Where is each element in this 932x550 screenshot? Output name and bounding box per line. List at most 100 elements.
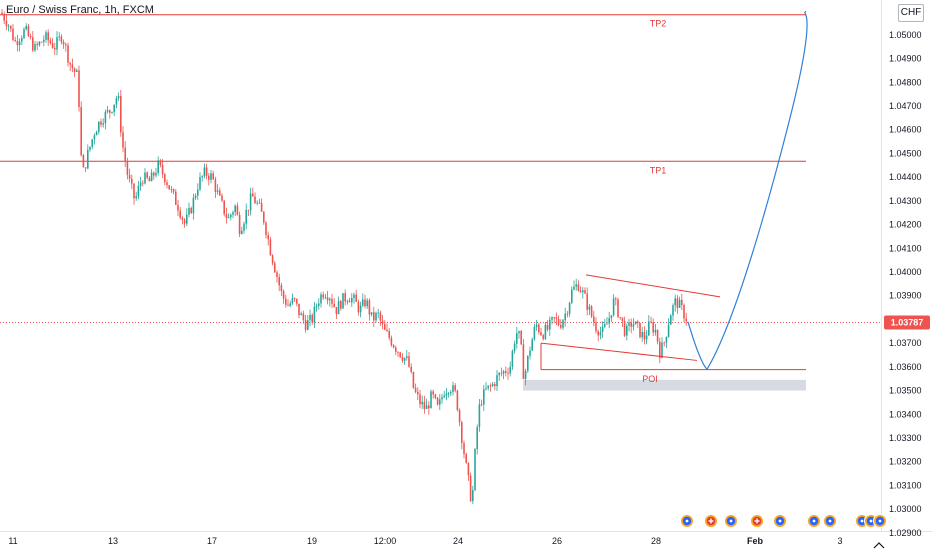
candle-body: [267, 235, 269, 240]
candle-body: [518, 330, 520, 334]
candle-body: [320, 294, 322, 304]
candle-body: [62, 42, 65, 45]
candle-body: [362, 299, 364, 306]
price-tick-label: 1.03100: [889, 480, 922, 490]
candle-body: [582, 290, 584, 293]
candle-body: [109, 110, 111, 113]
time-tick-label: 28: [651, 536, 661, 546]
candle-body: [298, 303, 300, 316]
projection-path[interactable]: [687, 10, 808, 371]
horizontal-levels[interactable]: TP2 TP1 POI: [0, 14, 881, 391]
candle-body: [676, 298, 679, 308]
candle-body: [324, 297, 327, 299]
candle-body: [230, 214, 232, 218]
candle-body: [483, 389, 485, 405]
candle-body: [197, 189, 199, 196]
candle-body: [551, 317, 553, 320]
candle-body: [89, 146, 91, 150]
candle-body: [663, 342, 665, 344]
candle-body: [685, 318, 687, 322]
scale-settings-icon[interactable]: [872, 540, 886, 550]
candle-body: [285, 298, 287, 305]
economic-event-icon[interactable]: [724, 514, 738, 528]
candle-body: [47, 32, 49, 41]
price-tick-label: 1.04000: [889, 267, 922, 277]
candle-body: [540, 332, 542, 336]
candle-body: [467, 462, 470, 476]
candle-body: [452, 385, 454, 393]
candle-body: [542, 335, 544, 339]
candle-body: [502, 371, 505, 374]
candle-body: [463, 443, 465, 455]
candle-body: [331, 298, 333, 304]
candle-body: [507, 372, 509, 374]
candle-body: [208, 175, 210, 180]
time-axis[interactable]: 11 13 17 19 12:00 24 26 28 Feb 3: [8, 536, 842, 546]
drawings[interactable]: [540, 10, 808, 371]
currency-badge[interactable]: CHF: [898, 4, 924, 22]
channel-lower-line[interactable]: [540, 342, 698, 361]
candle-body: [243, 223, 245, 231]
candle-body: [630, 322, 632, 327]
candle-body: [192, 197, 195, 214]
candle-body: [672, 305, 674, 316]
channel-upper-line[interactable]: [585, 274, 721, 298]
poi-zone[interactable]: [523, 379, 806, 391]
price-tick-label: 1.03900: [889, 291, 922, 301]
economic-event-icon[interactable]: [807, 514, 821, 528]
candle-body: [381, 320, 384, 325]
candle-body: [335, 307, 338, 315]
price-tick-label: 1.03500: [889, 386, 922, 396]
price-tick-label: 1.02900: [889, 528, 922, 538]
candle-body: [181, 217, 184, 220]
candle-body: [498, 372, 500, 376]
candle-body: [115, 98, 118, 105]
candle-body: [287, 304, 289, 306]
candle-body: [241, 230, 243, 234]
poi-label: POI: [642, 374, 658, 384]
candle-body: [258, 202, 261, 204]
economic-event-icon[interactable]: [823, 514, 837, 528]
candle-body: [399, 352, 401, 358]
economic-event-icon[interactable]: [873, 514, 887, 528]
candle-body: [458, 410, 461, 423]
economic-event-icon[interactable]: [773, 514, 787, 528]
candle-body: [221, 195, 223, 201]
candle-body: [128, 174, 131, 179]
candle-body: [500, 372, 503, 374]
price-tick-label: 1.04200: [889, 220, 922, 230]
holiday-event-icon[interactable]: [704, 514, 718, 528]
time-tick-label: 13: [108, 536, 118, 546]
candle-body: [496, 375, 498, 387]
candle-body: [137, 186, 140, 197]
candlestick-series[interactable]: [1, 8, 687, 504]
candle-body: [203, 167, 206, 177]
candle-body: [403, 357, 406, 361]
candle-body: [432, 391, 434, 395]
candle-body: [161, 165, 164, 175]
price-tick-label: 1.03200: [889, 457, 922, 467]
price-tick-label: 1.04100: [889, 243, 922, 253]
candle-body: [43, 39, 45, 42]
candle-body: [595, 322, 597, 332]
price-axis[interactable]: 1.05000 1.04900 1.04800 1.04700 1.04600 1.045…: [889, 30, 922, 538]
candle-body: [683, 304, 685, 319]
holiday-event-icon[interactable]: [750, 514, 764, 528]
candle-body: [49, 40, 52, 44]
price-tick-label: 1.03000: [889, 504, 922, 514]
candle-body: [282, 291, 285, 299]
candle-body: [18, 41, 21, 46]
price-tick-label: 1.04600: [889, 125, 922, 135]
economic-event-icon[interactable]: [680, 514, 694, 528]
event-icons[interactable]: [680, 514, 887, 528]
candle-body: [443, 395, 445, 398]
candle-body: [511, 351, 514, 367]
candle-body: [54, 47, 56, 50]
candle-body: [179, 210, 181, 218]
candle-body: [533, 327, 536, 340]
candle-body: [634, 321, 637, 325]
candle-body: [476, 427, 478, 450]
candle-body: [214, 179, 217, 192]
